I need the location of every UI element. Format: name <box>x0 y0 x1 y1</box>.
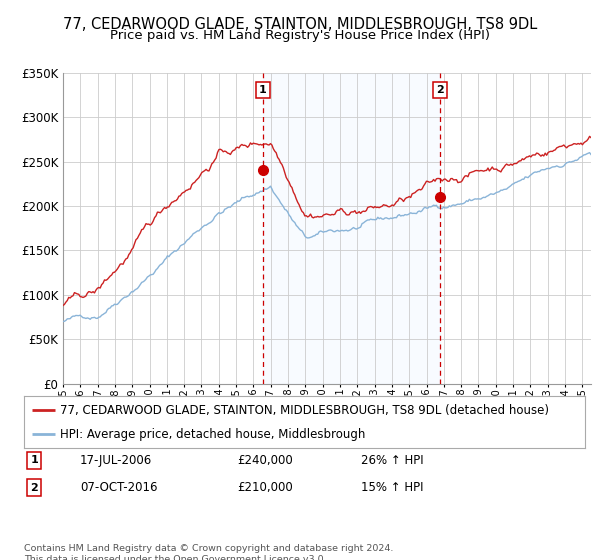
Text: £210,000: £210,000 <box>237 481 293 494</box>
Text: Contains HM Land Registry data © Crown copyright and database right 2024.
This d: Contains HM Land Registry data © Crown c… <box>24 544 394 560</box>
Bar <box>263 73 440 384</box>
Text: 1: 1 <box>30 455 38 465</box>
Text: 15% ↑ HPI: 15% ↑ HPI <box>361 481 423 494</box>
Text: 17-JUL-2006: 17-JUL-2006 <box>80 454 152 467</box>
Text: 2: 2 <box>30 483 38 493</box>
Text: 07-OCT-2016: 07-OCT-2016 <box>80 481 158 494</box>
Text: 26% ↑ HPI: 26% ↑ HPI <box>361 454 423 467</box>
Text: Price paid vs. HM Land Registry's House Price Index (HPI): Price paid vs. HM Land Registry's House … <box>110 29 490 42</box>
Text: 2: 2 <box>436 85 443 95</box>
Text: HPI: Average price, detached house, Middlesbrough: HPI: Average price, detached house, Midd… <box>61 428 366 441</box>
Text: 77, CEDARWOOD GLADE, STAINTON, MIDDLESBROUGH, TS8 9DL: 77, CEDARWOOD GLADE, STAINTON, MIDDLESBR… <box>63 17 537 32</box>
Text: 1: 1 <box>259 85 266 95</box>
Text: 77, CEDARWOOD GLADE, STAINTON, MIDDLESBROUGH, TS8 9DL (detached house): 77, CEDARWOOD GLADE, STAINTON, MIDDLESBR… <box>61 404 550 417</box>
Text: £240,000: £240,000 <box>237 454 293 467</box>
